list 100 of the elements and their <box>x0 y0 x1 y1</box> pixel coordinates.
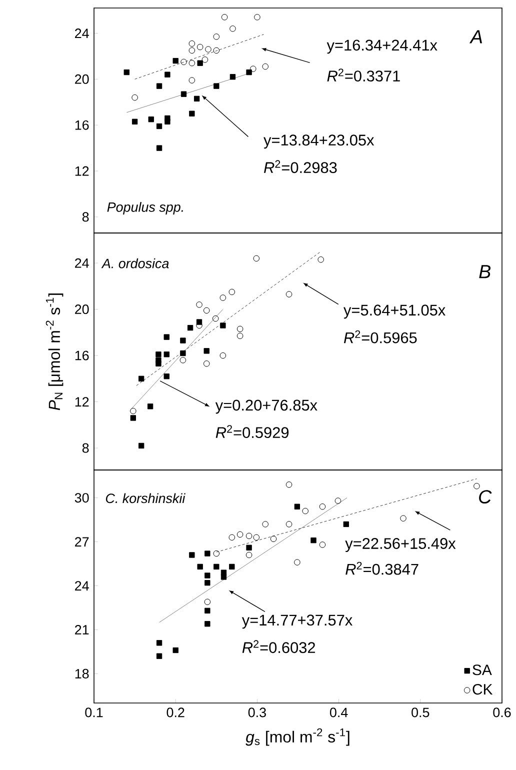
y-tick-label: 20 <box>75 304 89 314</box>
point <box>286 291 292 298</box>
point <box>204 550 210 556</box>
point <box>132 118 138 124</box>
y-tick-label: 21 <box>75 625 89 634</box>
annotation: y=14.77+37.57x <box>242 614 353 629</box>
point <box>204 621 210 627</box>
point <box>220 352 226 359</box>
point <box>156 145 162 151</box>
point <box>253 534 260 541</box>
annotation: R$^{2}$=0.3847 <box>346 562 418 575</box>
point <box>204 572 210 578</box>
x-tick-label: 0.3 <box>248 708 266 718</box>
point <box>334 498 342 504</box>
point <box>237 531 244 538</box>
annotation: y=16.34+24.41x <box>326 40 438 54</box>
x-tick-label: 0.1 <box>85 708 103 718</box>
point <box>228 288 236 296</box>
point <box>212 315 219 322</box>
point <box>202 56 208 63</box>
point <box>148 116 154 122</box>
point <box>188 47 196 54</box>
annotation: y=5.64+51.05x <box>344 304 446 319</box>
point <box>246 532 252 540</box>
x-axis-title: g$_{s}$ [mol m$^{-2}$ s$^{-1}$] <box>246 728 350 746</box>
point <box>204 608 210 614</box>
point <box>197 44 204 50</box>
point <box>319 503 326 510</box>
y-tick-label: 27 <box>75 537 89 546</box>
point <box>214 564 220 570</box>
point <box>156 653 162 659</box>
point <box>250 66 256 72</box>
legend-label: CK <box>472 684 493 695</box>
point <box>189 110 195 116</box>
point <box>474 482 480 490</box>
annotation: R$^{2}$=0.3371 <box>327 68 400 82</box>
point <box>196 302 202 308</box>
point <box>286 482 292 488</box>
annotation: A <box>470 30 482 44</box>
point <box>253 255 260 262</box>
point <box>156 360 162 366</box>
annotation: A. ordosica <box>101 258 169 268</box>
x-tick-label: 0.6 <box>493 708 511 718</box>
point <box>188 40 196 47</box>
annotation: y=13.84+23.05x <box>264 134 374 149</box>
point <box>343 521 350 528</box>
point <box>164 352 170 358</box>
point <box>204 307 210 314</box>
point <box>204 580 210 586</box>
point <box>220 294 226 301</box>
point <box>286 521 292 528</box>
point <box>130 415 136 421</box>
point <box>156 640 162 646</box>
annotation: C. korshinskii <box>106 493 186 504</box>
point <box>156 123 162 130</box>
legend-label: SA <box>472 664 492 676</box>
point <box>194 96 200 102</box>
point <box>229 564 235 570</box>
point <box>188 60 196 66</box>
point <box>294 504 300 510</box>
point <box>148 404 154 410</box>
y-tick-label: 20 <box>75 74 89 84</box>
point <box>204 360 210 367</box>
point <box>237 332 244 340</box>
point <box>246 552 252 558</box>
point <box>188 77 196 84</box>
annotation: B <box>479 265 491 278</box>
point <box>188 324 194 331</box>
annotation: R$^{2}$=0.2983 <box>264 160 337 174</box>
point <box>237 326 244 332</box>
point <box>156 352 162 358</box>
point <box>132 94 138 101</box>
y-tick-label: 8 <box>82 212 89 222</box>
point <box>180 357 186 364</box>
y-axis-title: P$_{N}$ [μmol m$^{-2}$ s$^{-1}$] <box>46 293 64 410</box>
point <box>138 376 144 382</box>
point <box>197 564 204 570</box>
annotation: Populus spp. <box>107 202 184 215</box>
y-tick-label: 16 <box>75 120 89 130</box>
point <box>138 442 144 449</box>
point <box>262 521 269 528</box>
point <box>319 542 326 548</box>
point <box>294 559 300 566</box>
y-tick-label: 16 <box>75 350 89 360</box>
point <box>205 46 212 52</box>
point <box>164 118 170 124</box>
point <box>164 334 170 340</box>
y-tick-label: 18 <box>75 668 89 678</box>
point <box>230 74 236 80</box>
point <box>246 544 252 550</box>
x-tick-label: 0.4 <box>330 708 348 718</box>
point <box>213 47 220 54</box>
annotation: C <box>479 490 492 504</box>
x-tick-label: 0.2 <box>166 708 184 718</box>
point <box>246 69 252 76</box>
point <box>222 14 228 20</box>
point <box>164 374 170 380</box>
y-tick-label: 8 <box>82 443 89 453</box>
point <box>180 350 186 356</box>
point <box>204 598 211 606</box>
